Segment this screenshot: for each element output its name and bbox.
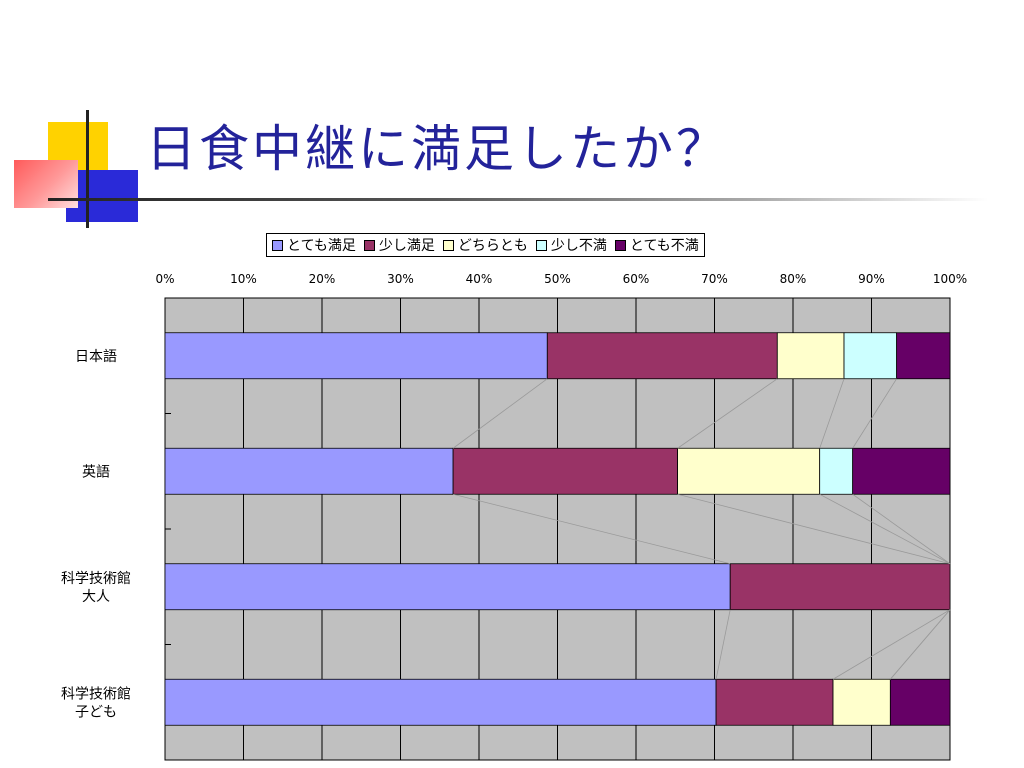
series-line — [452, 378, 548, 449]
series-line — [715, 609, 731, 680]
legend-label: 少し不満 — [550, 238, 607, 254]
x-tick-label: 30% — [387, 272, 414, 286]
category-label: 英語 — [82, 463, 110, 480]
bar-segment — [164, 332, 548, 380]
bar-segment — [843, 332, 898, 380]
legend-label: 少し満足 — [378, 238, 435, 254]
series-line — [677, 493, 951, 565]
series-line — [819, 493, 951, 565]
legend-item: とても不満 — [614, 235, 699, 255]
x-tick-label: 60% — [623, 272, 650, 286]
series-line — [677, 378, 778, 449]
x-tick-label: 50% — [544, 272, 571, 286]
legend-label: とても満足 — [287, 238, 356, 254]
legend-swatch — [442, 239, 454, 251]
legend-item: どちらとも — [442, 235, 528, 255]
series-line — [819, 378, 845, 449]
bar-segment — [896, 332, 951, 380]
slide-title: 日食中継に満足したか？ — [146, 120, 729, 178]
bar-segment — [832, 678, 891, 726]
x-tick-label: 90% — [858, 272, 885, 286]
bar-segment — [889, 678, 951, 726]
category-label: 科学技術館 — [61, 685, 131, 702]
bar-segment — [852, 447, 951, 495]
category-label: 子ども — [75, 704, 117, 720]
legend-swatch — [614, 239, 626, 251]
series-line — [890, 609, 951, 680]
x-tick-label: 70% — [701, 272, 728, 286]
bar-segment — [452, 447, 679, 495]
bar-segment — [819, 447, 854, 495]
series-line — [452, 493, 731, 565]
decor-title-underline — [48, 198, 988, 201]
legend-label: とても不満 — [629, 238, 699, 254]
bar-segment — [164, 447, 454, 495]
bar-segment — [776, 332, 845, 380]
legend-item: 少し満足 — [363, 235, 435, 255]
bar-segment — [715, 678, 834, 726]
x-tick-label: 0% — [155, 272, 174, 286]
bar-segment — [546, 332, 778, 380]
series-line — [852, 493, 951, 565]
legend-swatch — [363, 239, 375, 251]
bar-segment — [164, 563, 731, 611]
x-tick-label: 20% — [309, 272, 336, 286]
legend-swatch — [535, 239, 547, 251]
category-label: 科学技術館 — [61, 570, 131, 587]
legend-item: とても満足 — [272, 235, 356, 255]
series-line — [852, 378, 897, 449]
bar-segment — [164, 678, 717, 726]
x-tick-label: 40% — [466, 272, 493, 286]
legend-item: 少し不満 — [535, 235, 607, 255]
category-label: 大人 — [82, 589, 110, 605]
legend-swatch — [272, 239, 283, 251]
x-tick-label: 100% — [933, 272, 967, 286]
x-tick-label: 10% — [230, 272, 257, 286]
bar-segment — [729, 563, 951, 611]
series-line — [832, 609, 951, 680]
x-tick-label: 80% — [780, 272, 807, 286]
chart-legend: とても満足 少し満足 どちらとも 少し不満 とても不満 — [266, 233, 705, 257]
bar-segment — [677, 447, 821, 495]
decor-vertical-line — [86, 110, 89, 228]
legend-label: どちらとも — [457, 238, 528, 254]
decor-blue-square — [66, 170, 138, 222]
category-label: 日本語 — [75, 349, 117, 365]
